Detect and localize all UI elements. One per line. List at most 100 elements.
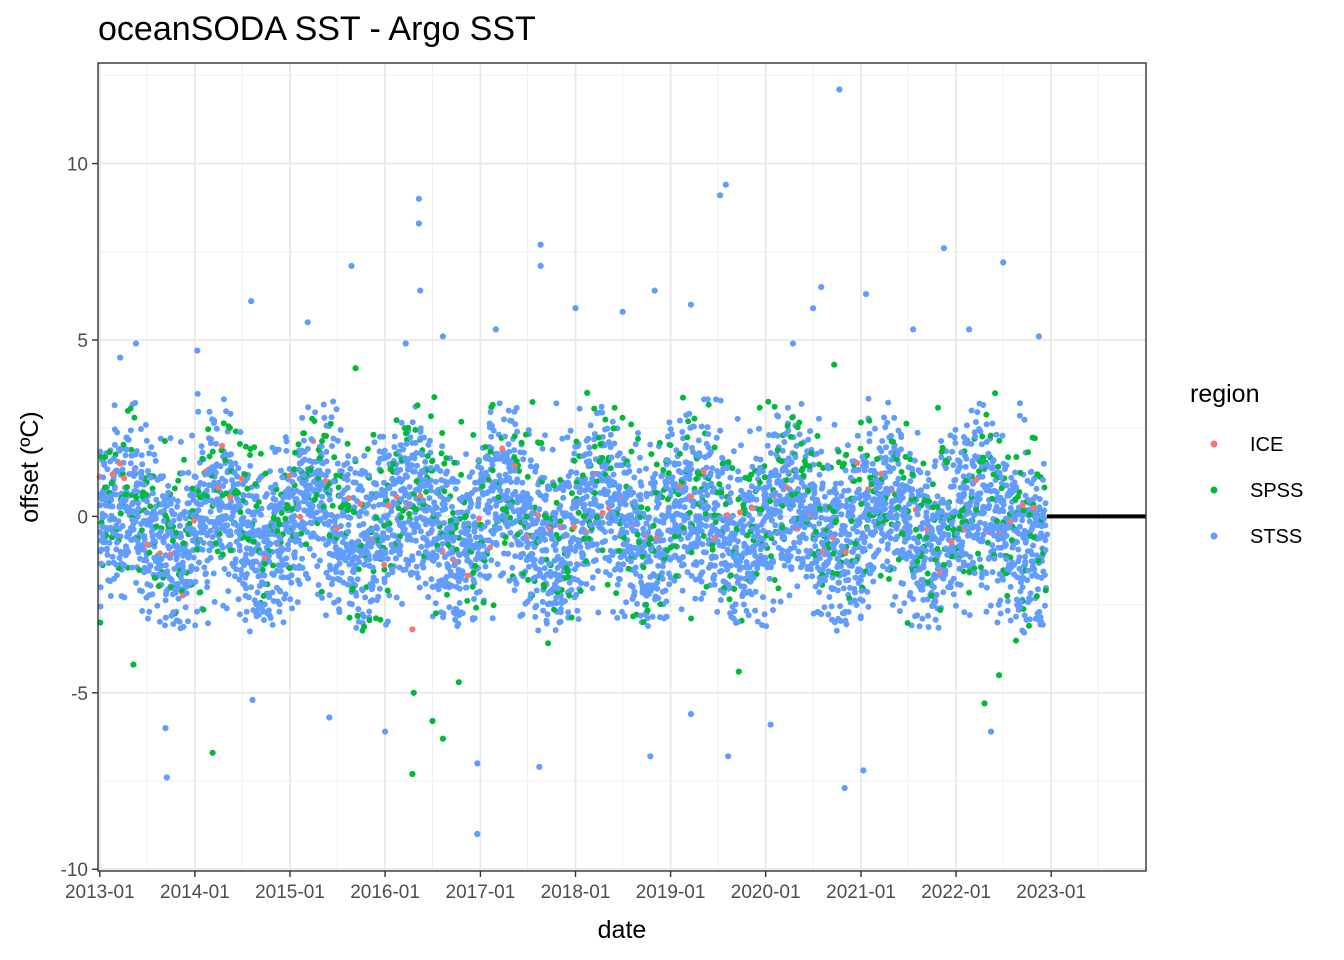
point-stss (139, 588, 145, 595)
point-spss (276, 521, 283, 528)
point-spss (326, 532, 333, 539)
point-stss (132, 399, 139, 406)
scatter-points (96, 86, 1051, 838)
point-stss (371, 439, 378, 446)
point-stss (111, 441, 118, 448)
point-spss (833, 517, 840, 524)
point-stss (377, 517, 384, 524)
point-stss (366, 556, 373, 563)
point-stss (688, 572, 695, 579)
point-spss (553, 499, 560, 506)
point-stss (206, 408, 213, 415)
point-stss (725, 483, 732, 490)
point-stss (416, 584, 423, 591)
point-stss (287, 596, 294, 603)
point-stss (463, 542, 469, 549)
point-stss (560, 524, 567, 530)
point-stss (398, 496, 405, 503)
point-stss (158, 501, 165, 508)
point-stss (963, 484, 970, 491)
point-spss (848, 518, 855, 525)
point-stss (494, 561, 501, 568)
point-stss (382, 550, 389, 557)
point-spss (301, 430, 307, 437)
point-stss (162, 597, 169, 604)
point-stss (177, 438, 184, 445)
point-stss (547, 529, 554, 536)
point-spss (102, 454, 108, 461)
outlier-point-spss (130, 661, 137, 668)
point-stss (493, 541, 500, 548)
point-stss (631, 474, 638, 481)
point-stss (627, 558, 634, 565)
point-stss (508, 418, 515, 424)
point-spss (470, 432, 477, 438)
point-stss (763, 623, 770, 630)
point-stss (146, 608, 153, 615)
point-stss (713, 434, 720, 441)
point-stss (260, 617, 267, 623)
point-stss (373, 490, 380, 497)
point-spss (127, 405, 134, 412)
point-spss (937, 607, 944, 614)
point-stss (608, 528, 615, 535)
point-stss (189, 432, 196, 439)
point-stss (173, 542, 180, 549)
point-stss (696, 513, 703, 520)
point-stss (261, 601, 268, 608)
point-stss (580, 452, 587, 459)
point-stss (481, 554, 488, 561)
point-stss (118, 593, 125, 600)
point-stss (567, 560, 573, 567)
point-stss (301, 521, 308, 527)
point-spss (1025, 449, 1032, 456)
point-stss (102, 512, 109, 519)
point-spss (924, 570, 931, 577)
point-stss (579, 526, 586, 533)
point-stss (411, 468, 418, 475)
point-stss (520, 456, 527, 463)
point-stss (667, 536, 674, 543)
point-spss (400, 507, 406, 514)
point-stss (188, 563, 195, 570)
point-stss (133, 579, 140, 586)
point-spss (138, 527, 145, 534)
point-stss (910, 574, 917, 580)
point-stss (938, 438, 945, 444)
point-stss (420, 564, 427, 571)
point-stss (542, 432, 548, 439)
outlier-point-ice (599, 509, 606, 516)
point-stss (330, 478, 337, 485)
point-stss (935, 624, 942, 631)
point-stss (366, 472, 373, 479)
point-spss (173, 529, 179, 536)
point-stss (376, 585, 383, 592)
point-spss (718, 489, 725, 496)
point-stss (993, 489, 1000, 496)
point-stss (690, 498, 697, 505)
point-stss (553, 594, 560, 601)
point-stss (587, 422, 594, 429)
point-stss (109, 553, 116, 560)
point-stss (978, 574, 985, 581)
point-spss (940, 561, 947, 568)
point-stss (417, 528, 424, 535)
point-stss (228, 451, 234, 458)
point-stss (835, 579, 842, 586)
point-stss (198, 443, 205, 450)
point-stss (283, 555, 290, 562)
point-stss (327, 487, 333, 494)
point-stss (149, 490, 156, 497)
point-stss (595, 547, 602, 554)
point-stss (191, 491, 198, 498)
point-stss (298, 524, 305, 531)
point-stss (599, 409, 606, 416)
point-spss (761, 474, 768, 481)
point-spss (604, 581, 611, 588)
point-spss (143, 491, 149, 498)
point-stss (472, 534, 479, 541)
point-stss (498, 453, 505, 460)
point-stss (278, 467, 284, 474)
point-stss (997, 597, 1004, 604)
point-stss (864, 501, 871, 508)
